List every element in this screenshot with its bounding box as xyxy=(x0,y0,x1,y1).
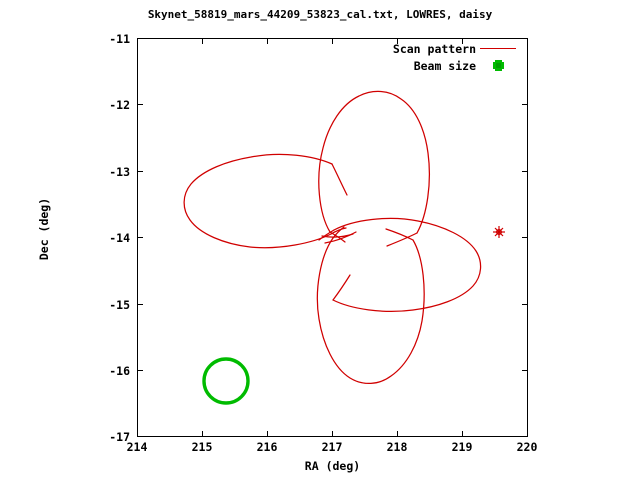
ytick-label: -13 xyxy=(109,165,130,179)
xtick-mark xyxy=(267,431,269,437)
legend-item-beam-size: Beam size xyxy=(388,57,520,74)
xtick-mark xyxy=(332,431,334,437)
xtick-mark xyxy=(462,431,464,437)
ytick-mark xyxy=(137,370,143,372)
xtick-mark-top xyxy=(462,38,464,44)
xtick-mark-top xyxy=(202,38,204,44)
legend-label: Scan pattern xyxy=(392,41,476,56)
beam-size-circle xyxy=(202,357,250,405)
legend: Scan pattern Beam size xyxy=(388,40,520,74)
xtick-mark-top xyxy=(397,38,399,44)
ytick-label: -16 xyxy=(109,364,130,378)
ytick-label: -12 xyxy=(109,98,130,112)
page-title: Skynet_58819_mars_44209_53823_cal.txt, L… xyxy=(147,8,493,21)
xtick-mark xyxy=(397,431,399,437)
xtick-mark-top xyxy=(267,38,269,44)
ytick-mark-right xyxy=(522,104,528,106)
ytick-mark xyxy=(137,237,143,239)
ytick-label: -17 xyxy=(109,430,130,444)
ytick-mark-right xyxy=(522,304,528,306)
legend-point-sample-icon xyxy=(476,60,520,71)
xtick-label: 215 xyxy=(191,440,213,454)
plot-canvas xyxy=(183,90,505,405)
ytick-mark xyxy=(137,436,143,438)
legend-label: Beam size xyxy=(413,58,476,73)
ytick-mark-right xyxy=(522,436,528,438)
ytick-mark xyxy=(137,104,143,106)
xtick-mark-top xyxy=(527,38,529,44)
legend-item-scan-pattern: Scan pattern xyxy=(388,40,520,57)
scan-pattern-curve xyxy=(183,90,482,384)
ytick-mark-right xyxy=(522,237,528,239)
ytick-label: -15 xyxy=(109,298,130,312)
xtick-mark xyxy=(137,431,139,437)
x-axis-label: RA (deg) xyxy=(304,459,361,473)
ytick-mark xyxy=(137,38,143,40)
xtick-label: 214 xyxy=(126,440,148,454)
ytick-label: -14 xyxy=(109,231,130,245)
scan-end-marker xyxy=(493,226,505,238)
xtick-mark-top xyxy=(332,38,334,44)
ytick-mark xyxy=(137,171,143,173)
ytick-mark-right xyxy=(522,38,528,40)
ytick-label: -11 xyxy=(109,32,130,46)
xtick-label: 216 xyxy=(256,440,278,454)
ytick-mark-right xyxy=(522,370,528,372)
y-axis-label: Dec (deg) xyxy=(37,197,51,261)
xtick-label: 218 xyxy=(386,440,408,454)
xtick-label: 220 xyxy=(516,440,538,454)
xtick-mark xyxy=(527,431,529,437)
ytick-mark-right xyxy=(522,171,528,173)
ytick-mark xyxy=(137,304,143,306)
xtick-label: 217 xyxy=(321,440,343,454)
xtick-mark-top xyxy=(137,38,139,44)
xtick-label: 219 xyxy=(451,440,473,454)
xtick-mark xyxy=(202,431,204,437)
legend-line-sample-icon xyxy=(476,47,520,50)
